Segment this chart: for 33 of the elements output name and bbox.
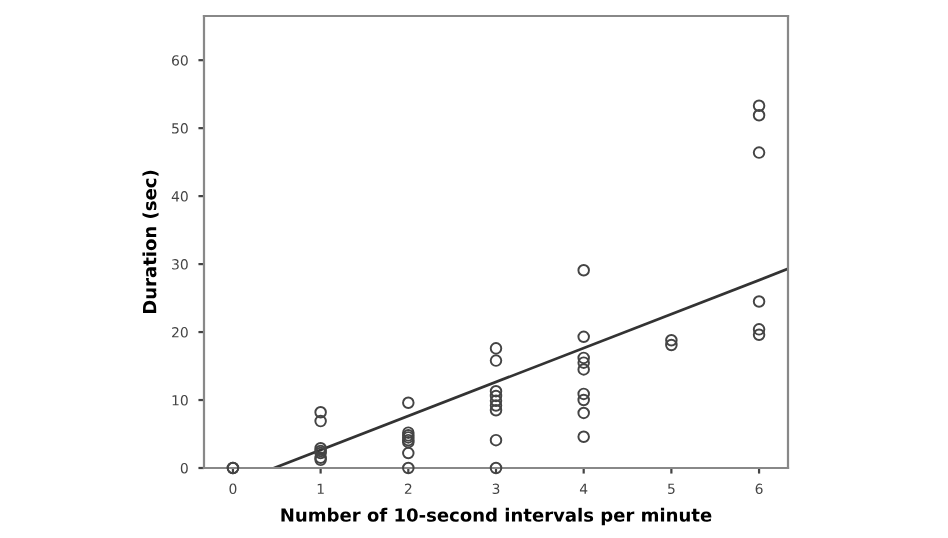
point	[577, 430, 590, 443]
point	[752, 146, 766, 159]
point	[577, 387, 590, 401]
point	[577, 330, 590, 344]
point	[489, 433, 503, 447]
point	[489, 461, 503, 475]
point	[402, 461, 415, 475]
point	[577, 351, 590, 365]
point	[402, 446, 415, 460]
point	[489, 354, 503, 367]
point	[489, 384, 503, 398]
point	[489, 394, 503, 407]
point	[577, 363, 590, 376]
point	[314, 406, 327, 419]
point	[489, 399, 503, 412]
point	[489, 403, 503, 417]
point	[577, 393, 590, 407]
point	[314, 414, 327, 428]
point	[665, 338, 678, 352]
point	[665, 333, 678, 347]
x-axis-title: Number of 10-second intervals per minute	[281, 507, 712, 526]
point	[489, 342, 503, 355]
y-axis-title: Duration (sec)	[142, 170, 159, 314]
point	[752, 328, 766, 342]
point	[752, 99, 766, 112]
point	[752, 108, 766, 122]
point	[577, 263, 590, 277]
point	[577, 356, 590, 369]
point	[752, 295, 766, 308]
point	[752, 323, 766, 336]
point	[489, 389, 503, 403]
point	[402, 396, 415, 409]
point	[577, 406, 590, 420]
